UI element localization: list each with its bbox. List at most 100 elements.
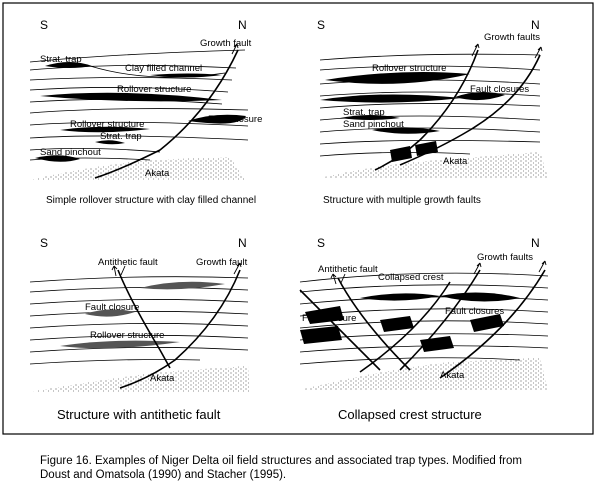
south-label: S bbox=[317, 18, 325, 32]
panel-antithetic-fault: S N Antithetic fault Growth fault Fault … bbox=[29, 236, 250, 422]
stratum-line bbox=[299, 284, 549, 293]
south-label: S bbox=[317, 236, 325, 250]
panel-collapsed-crest: S N Antithetic fault Collapsed crest Gro… bbox=[299, 236, 549, 422]
akata-shale bbox=[30, 366, 250, 392]
north-label: N bbox=[531, 236, 540, 250]
growth-faults-label: Growth faults bbox=[477, 252, 533, 263]
stratum-line bbox=[29, 287, 249, 293]
rollover-label: Rollover structure bbox=[372, 63, 446, 74]
growth-fault-arrow bbox=[473, 262, 482, 275]
growth-fault bbox=[399, 54, 541, 166]
rollover-trap-top bbox=[40, 92, 222, 102]
akata-shale bbox=[300, 358, 548, 390]
panel-caption: Structure with antithetic fault bbox=[57, 407, 221, 422]
stratum-line bbox=[29, 359, 201, 365]
akata-label: Akata bbox=[440, 370, 465, 381]
south-label: S bbox=[40, 236, 48, 250]
figure-caption-line-2: Doust and Omatsola (1990) and Stacher (1… bbox=[40, 469, 286, 481]
channel-trap bbox=[150, 73, 222, 78]
fault-closure-trap bbox=[380, 316, 414, 332]
stratum-line bbox=[29, 347, 249, 353]
growth-fault bbox=[94, 49, 239, 179]
growth-fault bbox=[439, 269, 546, 379]
figure-border bbox=[2, 2, 594, 435]
stratum-line bbox=[29, 77, 233, 81]
growth-fault-arrow bbox=[538, 260, 547, 273]
fault-closure-trap bbox=[455, 91, 505, 101]
rollover-label: Rollover structure bbox=[90, 330, 164, 341]
collapsed-crest-trap bbox=[360, 293, 440, 301]
panel-caption: Structure with multiple growth faults bbox=[323, 195, 481, 206]
strat-trap bbox=[340, 115, 400, 120]
rollover-label: Rollover structure bbox=[70, 119, 144, 130]
stratum-line bbox=[29, 148, 161, 153]
growth-fault bbox=[359, 281, 451, 373]
stratum-line bbox=[29, 87, 229, 93]
stratum-line bbox=[29, 276, 249, 283]
antithetic-fault bbox=[337, 277, 411, 371]
stratum-line bbox=[29, 311, 249, 317]
antithetic-fault-label: Antithetic fault bbox=[318, 264, 378, 275]
stratum-line bbox=[29, 65, 237, 71]
fault-closure-label: Fault closure bbox=[208, 114, 262, 125]
sand-pinchout-label: Sand pinchout bbox=[40, 147, 101, 158]
stratum-line bbox=[319, 127, 541, 133]
fault-closure-trap bbox=[300, 326, 342, 344]
collapsed-crest-label: Collapsed crest bbox=[378, 272, 444, 283]
fault-closure-label: Fault closure bbox=[302, 313, 356, 324]
sand-pinchout-trap bbox=[35, 155, 80, 162]
stratum-line bbox=[319, 53, 541, 61]
stratum-line bbox=[29, 323, 249, 329]
growth-fault bbox=[119, 269, 241, 389]
akata-label: Akata bbox=[145, 168, 170, 179]
akata-shale bbox=[30, 157, 245, 180]
fault-block-trap bbox=[415, 141, 438, 156]
north-label: N bbox=[238, 236, 247, 250]
antithetic-fault-arrow bbox=[111, 265, 126, 277]
growth-fault-label: Growth fault bbox=[200, 38, 252, 49]
antithetic-fault bbox=[117, 269, 171, 369]
akata-shale bbox=[320, 152, 548, 178]
fault-closure-trap bbox=[188, 114, 246, 124]
stratum-line bbox=[29, 108, 249, 114]
growth-faults-label: Growth faults bbox=[484, 32, 540, 43]
stratum-line bbox=[29, 121, 249, 127]
stratum-line bbox=[299, 320, 549, 329]
growth-fault-label: Growth fault bbox=[196, 257, 248, 268]
strat-trap-bottom bbox=[95, 140, 125, 145]
figure-caption-line-1: Figure 16. Examples of Niger Delta oil f… bbox=[40, 455, 522, 467]
rollover-trap bbox=[60, 340, 180, 349]
growth-fault-trap bbox=[140, 281, 225, 290]
fault-closure-trap bbox=[85, 309, 135, 317]
north-label: N bbox=[238, 18, 247, 32]
stratum-line bbox=[29, 49, 246, 63]
stratum-line bbox=[299, 272, 549, 283]
panel-caption: Simple rollover structure with clay fill… bbox=[46, 195, 256, 206]
fault-closures-label: Fault closures bbox=[445, 306, 504, 317]
stratum-line bbox=[29, 299, 249, 305]
antithetic-fault-arrow bbox=[330, 273, 346, 285]
panel-caption: Collapsed crest structure bbox=[338, 407, 482, 422]
growth-fault bbox=[374, 49, 479, 171]
growth-fault-arrow bbox=[471, 43, 480, 57]
stratum-line bbox=[319, 65, 541, 71]
growth-fault bbox=[399, 269, 481, 371]
panel-simple-rollover: S N Growth fault Strat. trap Clay filled… bbox=[29, 18, 262, 206]
fault-closure-trap bbox=[470, 314, 504, 332]
growth-fault-arrow bbox=[231, 43, 239, 55]
rollover-label: Rollover structure bbox=[117, 84, 191, 95]
antithetic-fault-label: Antithetic fault bbox=[98, 257, 158, 268]
fault-closure-label: Fault closure bbox=[85, 302, 139, 313]
stratum-line bbox=[319, 103, 541, 109]
sand-pinchout-trap bbox=[372, 127, 440, 134]
sand-pinchout-label: Sand pinchout bbox=[343, 119, 404, 130]
south-label: S bbox=[40, 18, 48, 32]
strat-trap-label: Strat. trap bbox=[40, 54, 82, 65]
strat-trap-label: Strat. trap bbox=[100, 131, 142, 142]
collapsed-crest-trap bbox=[440, 292, 520, 302]
akata-label: Akata bbox=[150, 373, 175, 384]
growth-fault-arrow bbox=[534, 46, 543, 59]
strat-trap-top bbox=[45, 62, 92, 68]
akata-label: Akata bbox=[443, 156, 468, 167]
